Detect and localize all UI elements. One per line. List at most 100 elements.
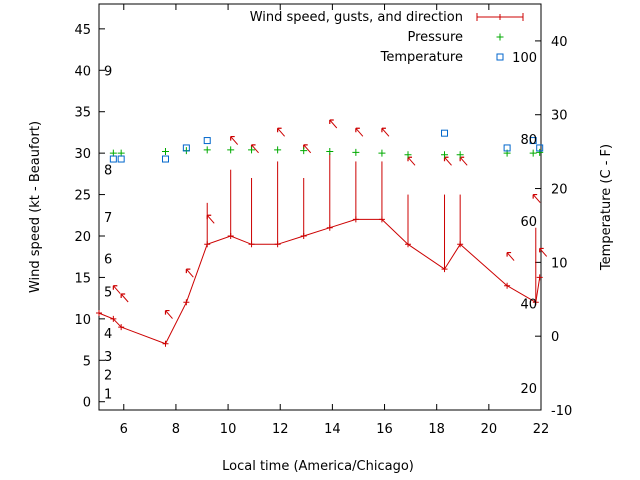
wind-direction-arrow <box>164 309 173 319</box>
beaufort-label: 4 <box>104 327 112 342</box>
x-tick-label: 6 <box>120 422 128 437</box>
series-layer <box>96 119 548 347</box>
x-axis-title: Local time (America/Chicago) <box>222 459 414 474</box>
arrow-head <box>381 127 386 133</box>
wind-direction-arrow <box>506 251 515 261</box>
pressure-point <box>378 149 386 157</box>
arrow-shaft <box>165 310 173 319</box>
y-tick-label: 45 <box>74 23 91 38</box>
x-tick-label: 20 <box>481 422 498 437</box>
legend-sample-wind-marker <box>497 14 503 20</box>
legend-sample-pressure <box>496 33 504 41</box>
x-tick-label: 8 <box>172 422 180 437</box>
wind-direction-arrow <box>112 285 121 295</box>
arrow-shaft <box>185 268 194 278</box>
arrow-head <box>539 247 544 253</box>
arrow-shaft <box>381 127 390 137</box>
x-tick-label: 18 <box>428 422 445 437</box>
temperature-point <box>182 144 190 152</box>
temperature-point <box>117 155 125 163</box>
pressure-point <box>404 151 412 159</box>
x-tick-label: 22 <box>533 422 550 437</box>
beaufort-label: 5 <box>104 286 112 301</box>
fahrenheit-label: 60 <box>520 215 537 230</box>
wind-direction-arrow <box>355 127 364 137</box>
pressure-point <box>326 147 334 155</box>
temperature-point <box>503 144 511 152</box>
x-tick-label: 10 <box>220 422 237 437</box>
pressure-point <box>274 146 282 154</box>
pressure-point <box>536 148 544 156</box>
arrow-head <box>532 193 538 199</box>
arrow-shaft <box>532 194 541 203</box>
wind-speed-point <box>162 340 169 347</box>
plot-border <box>98 3 542 411</box>
y2-tick-label: 40 <box>551 35 568 50</box>
wind-direction-arrow <box>459 156 468 166</box>
wind-direction-arrow <box>250 144 259 154</box>
y-tick-label: 0 <box>83 396 91 411</box>
wind-speed-point <box>183 299 190 306</box>
wind-direction-arrow <box>381 127 390 137</box>
y-tick-label: 30 <box>74 147 91 162</box>
pressure-point <box>441 151 449 159</box>
y-tick-label: 5 <box>83 354 91 369</box>
beaufort-label: 6 <box>104 252 112 267</box>
temperature-point <box>203 137 211 145</box>
wind-direction-arrow <box>532 193 541 203</box>
beaufort-label: 9 <box>104 64 112 79</box>
arrow-head <box>329 119 334 124</box>
pressure-point <box>227 146 235 154</box>
legend-label-wind: Wind speed, gusts, and direction <box>250 10 463 25</box>
temperature-point <box>161 155 169 163</box>
wind-direction-arrow <box>277 127 286 137</box>
pressure-point <box>203 146 211 154</box>
temperature-point <box>536 144 544 152</box>
plot-frame-layer <box>98 3 542 411</box>
temperature-point <box>441 129 449 137</box>
wind-direction-arrow <box>120 293 129 303</box>
y-axis-title: Wind speed (kt - Beaufort) <box>28 121 43 293</box>
x-tick-label: 14 <box>324 422 341 437</box>
y2-tick-label: -10 <box>551 404 572 419</box>
y-tick-label: 20 <box>74 230 91 245</box>
arrow-head <box>506 251 512 257</box>
arrow-shaft <box>444 156 452 166</box>
arrow-head <box>206 214 212 220</box>
y-tick-label: 35 <box>74 106 91 121</box>
beaufort-label: 1 <box>104 387 112 402</box>
arrow-head <box>164 309 170 315</box>
wind-direction-arrow <box>185 268 194 278</box>
fahrenheit-label: 100 <box>512 51 537 66</box>
arrow-shaft <box>206 214 215 224</box>
arrow-head <box>230 135 235 141</box>
temperature-point <box>109 155 117 163</box>
pressure-point <box>248 146 256 154</box>
wind-direction-arrow <box>443 156 452 166</box>
fahrenheit-label: 20 <box>520 382 537 397</box>
y-tick-label: 10 <box>74 313 91 328</box>
wind-speed-point <box>118 324 125 331</box>
legend-sample-temperature <box>496 53 504 61</box>
wind-speed-point <box>96 310 102 317</box>
arrow-shaft <box>407 156 416 166</box>
fahrenheit-label: 80 <box>520 133 537 148</box>
y2-tick-label: 10 <box>551 256 568 271</box>
labels-layer: 6 8 10 12 14 16 18 20 22051015202530354045-10010… <box>74 23 572 437</box>
arrow-shaft <box>120 293 129 303</box>
arrow-shaft <box>251 144 259 154</box>
wind-direction-arrow <box>539 247 548 257</box>
wind-direction-arrow <box>407 156 416 166</box>
wind-speed-point <box>536 274 543 281</box>
x-tick-label: 12 <box>272 422 289 437</box>
y2-tick-label: 30 <box>551 109 568 124</box>
arrow-shaft <box>329 119 338 129</box>
fahrenheit-label: 40 <box>520 298 537 313</box>
x-tick-label: 16 <box>376 422 393 437</box>
wind-direction-arrow <box>230 135 239 145</box>
beaufort-label: 7 <box>104 211 112 226</box>
wind-direction-arrow <box>329 119 338 129</box>
arrow-head <box>185 268 191 274</box>
legend-label-temperature: Temperature <box>380 50 463 65</box>
